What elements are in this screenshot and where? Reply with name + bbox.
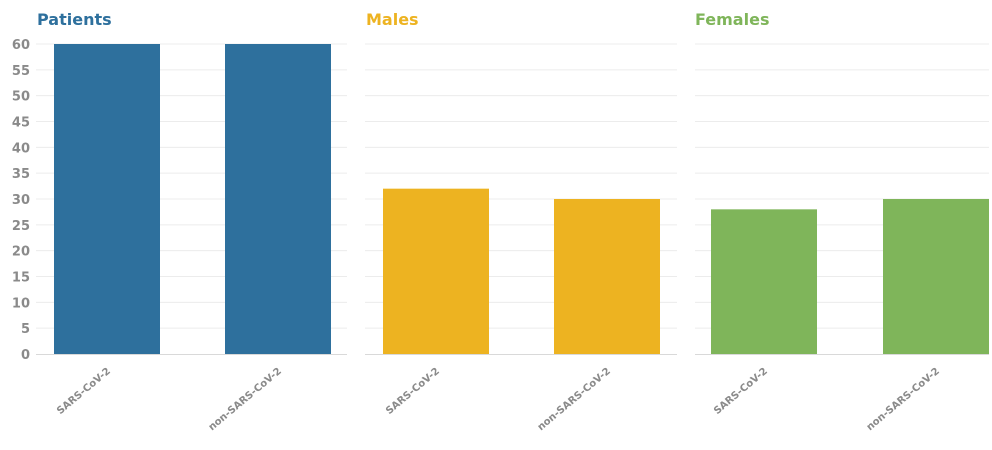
y-tick-label: 10 (12, 296, 30, 311)
y-tick-label: 60 (12, 38, 30, 53)
bar-sars-cov-2 (711, 209, 817, 354)
y-tick-label: 15 (12, 271, 30, 286)
bar-non-sars-cov-2 (883, 199, 989, 354)
y-tick-label: 5 (21, 322, 30, 337)
bar-sars-cov-2 (383, 188, 489, 354)
y-tick-label: 25 (12, 219, 30, 234)
bar-sars-cov-2 (54, 44, 160, 354)
panel-title: Females (695, 10, 769, 29)
panel-0: Patients 0 5 10 15 20 25 30 35 40 45 50 55 60 SARS-CoV… (12, 10, 347, 433)
panel-title: Patients (37, 10, 112, 29)
y-tick-label: 40 (12, 141, 30, 156)
y-tick-label: 45 (12, 116, 30, 131)
panel-title: Males (366, 10, 419, 29)
bar-non-sars-cov-2 (225, 44, 331, 354)
y-tick-label: 35 (12, 167, 30, 182)
y-tick-label: 0 (21, 348, 30, 363)
y-tick-label: 20 (12, 245, 30, 260)
bar-non-sars-cov-2 (554, 199, 660, 354)
x-tick-label: non-SARS-CoV-2 (865, 366, 942, 433)
x-tick-label: SARS-CoV-2 (712, 366, 770, 417)
panel-1: Males SARS-CoV-2 non-SARS-CoV-2 (365, 10, 677, 433)
panel-2: Females SARS-CoV-2 non-SARS-CoV-2 (695, 10, 989, 433)
x-tick-label: SARS-CoV-2 (55, 366, 113, 417)
y-tick-label: 55 (12, 64, 30, 79)
x-tick-label: non-SARS-CoV-2 (207, 366, 284, 433)
y-tick-label: 50 (12, 90, 30, 105)
y-tick-label: 30 (12, 193, 30, 208)
x-tick-label: non-SARS-CoV-2 (536, 366, 613, 433)
x-tick-label: SARS-CoV-2 (384, 366, 442, 417)
